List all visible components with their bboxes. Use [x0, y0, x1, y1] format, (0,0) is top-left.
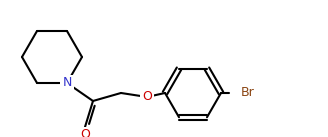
Text: Br: Br — [241, 86, 255, 99]
Text: O: O — [80, 129, 90, 137]
Text: N: N — [62, 76, 72, 89]
Text: O: O — [142, 90, 152, 103]
